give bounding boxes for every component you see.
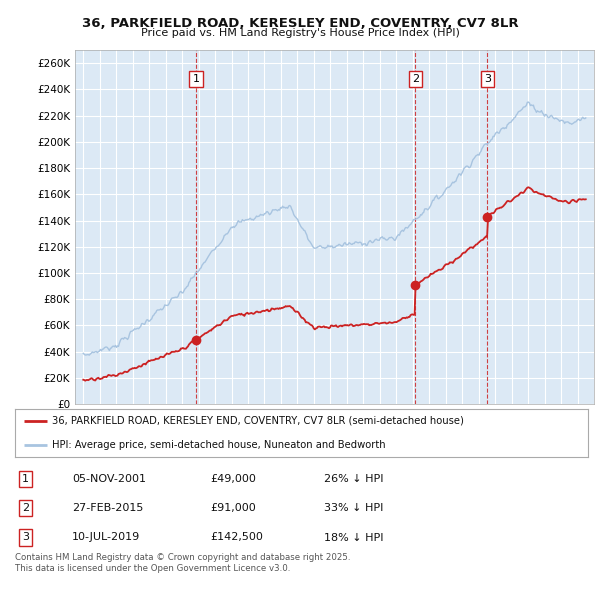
Text: 33% ↓ HPI: 33% ↓ HPI: [325, 503, 384, 513]
Text: 3: 3: [22, 533, 29, 542]
Text: 18% ↓ HPI: 18% ↓ HPI: [325, 533, 384, 542]
Text: 05-NOV-2001: 05-NOV-2001: [73, 474, 146, 484]
Text: 26% ↓ HPI: 26% ↓ HPI: [325, 474, 384, 484]
Text: Price paid vs. HM Land Registry's House Price Index (HPI): Price paid vs. HM Land Registry's House …: [140, 28, 460, 38]
Text: Contains HM Land Registry data © Crown copyright and database right 2025.
This d: Contains HM Land Registry data © Crown c…: [15, 553, 350, 573]
Text: 27-FEB-2015: 27-FEB-2015: [73, 503, 143, 513]
Text: 36, PARKFIELD ROAD, KERESLEY END, COVENTRY, CV7 8LR: 36, PARKFIELD ROAD, KERESLEY END, COVENT…: [82, 17, 518, 30]
Text: 2: 2: [22, 503, 29, 513]
Text: 36, PARKFIELD ROAD, KERESLEY END, COVENTRY, CV7 8LR (semi-detached house): 36, PARKFIELD ROAD, KERESLEY END, COVENT…: [52, 416, 464, 426]
Text: 10-JUL-2019: 10-JUL-2019: [73, 533, 140, 542]
Text: 1: 1: [193, 74, 200, 84]
Text: HPI: Average price, semi-detached house, Nuneaton and Bedworth: HPI: Average price, semi-detached house,…: [52, 440, 386, 450]
Text: 2: 2: [412, 74, 419, 84]
Text: £91,000: £91,000: [210, 503, 256, 513]
Text: £49,000: £49,000: [210, 474, 256, 484]
Text: 3: 3: [484, 74, 491, 84]
Text: 1: 1: [22, 474, 29, 484]
Text: £142,500: £142,500: [210, 533, 263, 542]
